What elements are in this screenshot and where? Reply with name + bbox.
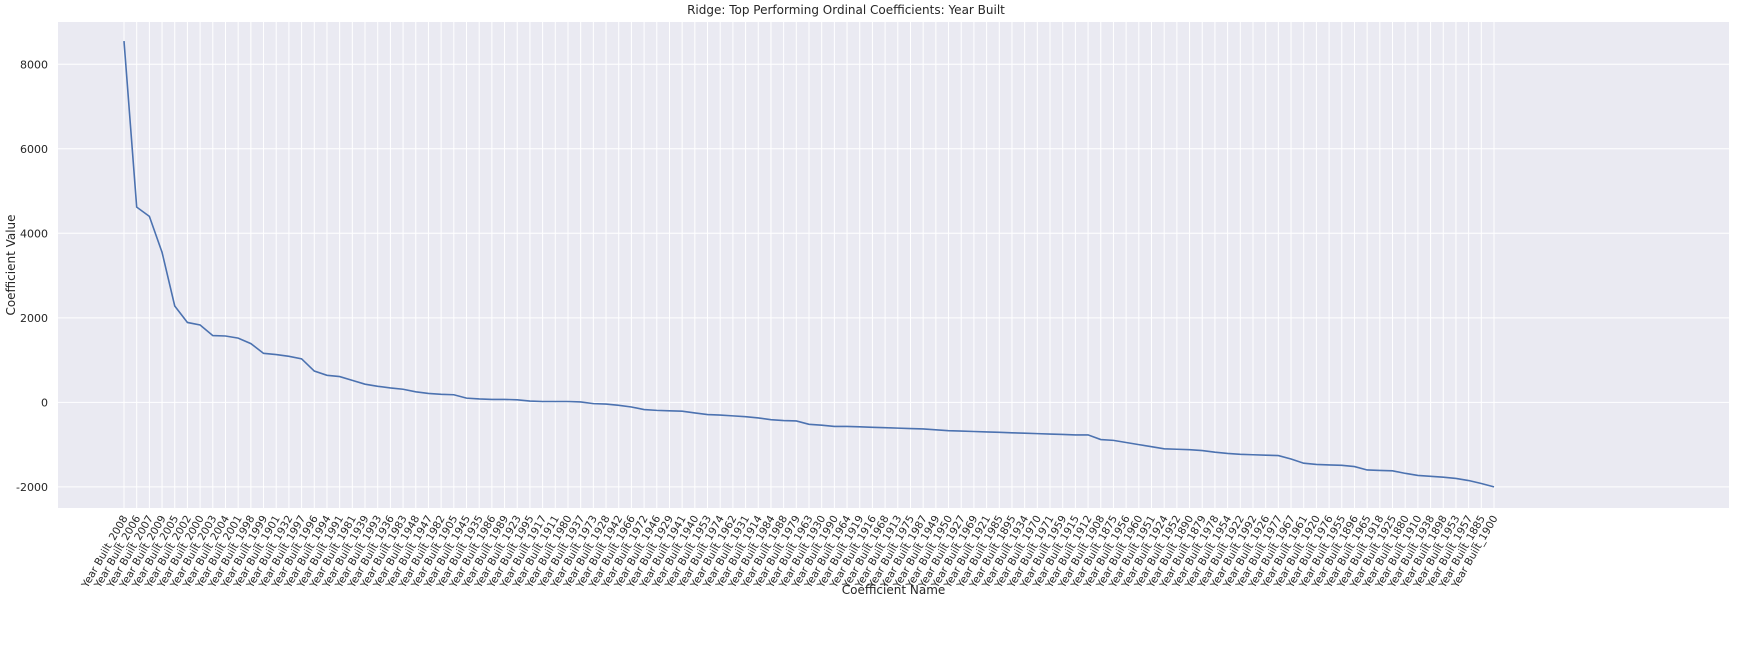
y-tick-label: 8000: [20, 58, 48, 71]
y-tick-labels: -2000 0 2000 4000 6000 8000: [16, 58, 48, 494]
y-axis-label: Coefficient Value: [4, 214, 18, 315]
plot-area: [58, 22, 1729, 508]
x-axis-label: Coefficient Name: [842, 583, 946, 597]
y-tick-label: 6000: [20, 143, 48, 156]
y-tick-label: -2000: [16, 481, 48, 494]
chart-title: Ridge: Top Performing Ordinal Coefficien…: [687, 3, 1005, 17]
horizontal-gridlines: [58, 63, 1729, 488]
series-line: [123, 40, 1495, 488]
y-tick-label: 2000: [20, 312, 48, 325]
y-tick-label: 4000: [20, 227, 48, 240]
y-tick-label: 0: [41, 396, 48, 409]
vertical-gridlines: [123, 22, 1495, 508]
